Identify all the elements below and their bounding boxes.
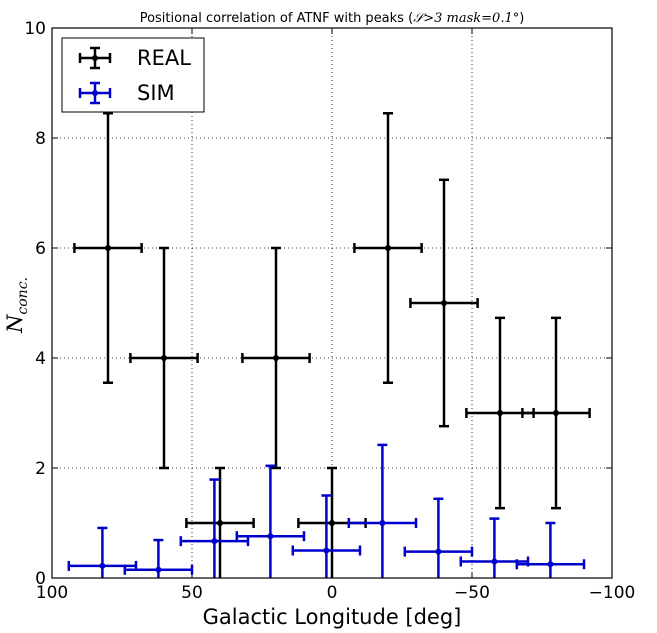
- data-marker: [441, 300, 447, 306]
- chart-title-math: 𝒮>3 mask=0.1°: [413, 11, 519, 26]
- data-point-sim: [403, 497, 474, 578]
- data-point-sim: [123, 538, 194, 578]
- series-sim: [67, 443, 586, 578]
- y-tick-label: 0: [35, 569, 46, 589]
- x-tick-label: 50: [181, 583, 203, 603]
- data-marker: [217, 520, 223, 526]
- y-tick-label: 2: [35, 459, 46, 479]
- data-marker: [329, 520, 335, 526]
- data-point-sim: [515, 521, 586, 578]
- data-marker: [161, 355, 167, 361]
- legend-marker-sim: [78, 81, 112, 105]
- y-tick-label: 8: [35, 129, 46, 149]
- y-tick-label: 4: [35, 349, 46, 369]
- x-tick-label: 0: [327, 583, 338, 603]
- data-marker: [105, 245, 111, 251]
- data-marker: [385, 245, 391, 251]
- data-point-sim: [347, 443, 418, 578]
- data-marker: [435, 548, 442, 555]
- data-marker: [99, 562, 106, 569]
- data-point-real: [521, 316, 591, 510]
- data-marker: [553, 410, 559, 416]
- data-point-sim: [291, 494, 362, 578]
- y-axis-label-main: N: [3, 314, 27, 334]
- x-axis-label: Galactic Longitude [deg]: [203, 605, 462, 629]
- data-marker: [155, 566, 162, 573]
- data-marker: [267, 533, 274, 540]
- data-point-real: [353, 112, 423, 384]
- chart-title-prefix: Positional correlation of ATNF with peak…: [140, 11, 413, 26]
- legend-marker-real: [78, 46, 112, 70]
- x-tick-label: 100: [36, 583, 68, 603]
- data-series: [67, 112, 591, 578]
- data-marker: [491, 558, 498, 565]
- data-marker: [211, 538, 218, 545]
- data-marker: [379, 520, 386, 526]
- x-tick-label: −100: [589, 583, 636, 603]
- y-tick-label: 10: [24, 19, 46, 39]
- data-point-real: [73, 112, 143, 384]
- y-axis-label: Nconc.: [3, 277, 31, 334]
- data-point-real: [409, 178, 479, 428]
- y-tick-label: 6: [35, 239, 46, 259]
- y-axis-label-sub: conc.: [15, 277, 31, 315]
- data-point-sim: [235, 464, 306, 578]
- data-point-real: [185, 466, 255, 578]
- chart-title-suffix: ): [519, 11, 524, 26]
- plot-frame: [51, 27, 613, 579]
- data-marker: [273, 355, 279, 361]
- data-point-real: [241, 246, 311, 470]
- data-marker: [547, 561, 554, 568]
- data-point-real: [129, 246, 199, 470]
- data-point-sim: [179, 478, 250, 578]
- data-marker: [323, 547, 330, 554]
- legend-box: [61, 37, 205, 113]
- legend-label-real: REAL: [137, 46, 191, 70]
- x-tick-label: −50: [454, 583, 490, 603]
- legend-label-sim: SIM: [137, 81, 175, 105]
- data-marker: [497, 410, 503, 416]
- legend: REAL SIM: [61, 37, 205, 113]
- series-real: [73, 112, 591, 578]
- chart-title: Positional correlation of ATNF with peak…: [140, 11, 525, 26]
